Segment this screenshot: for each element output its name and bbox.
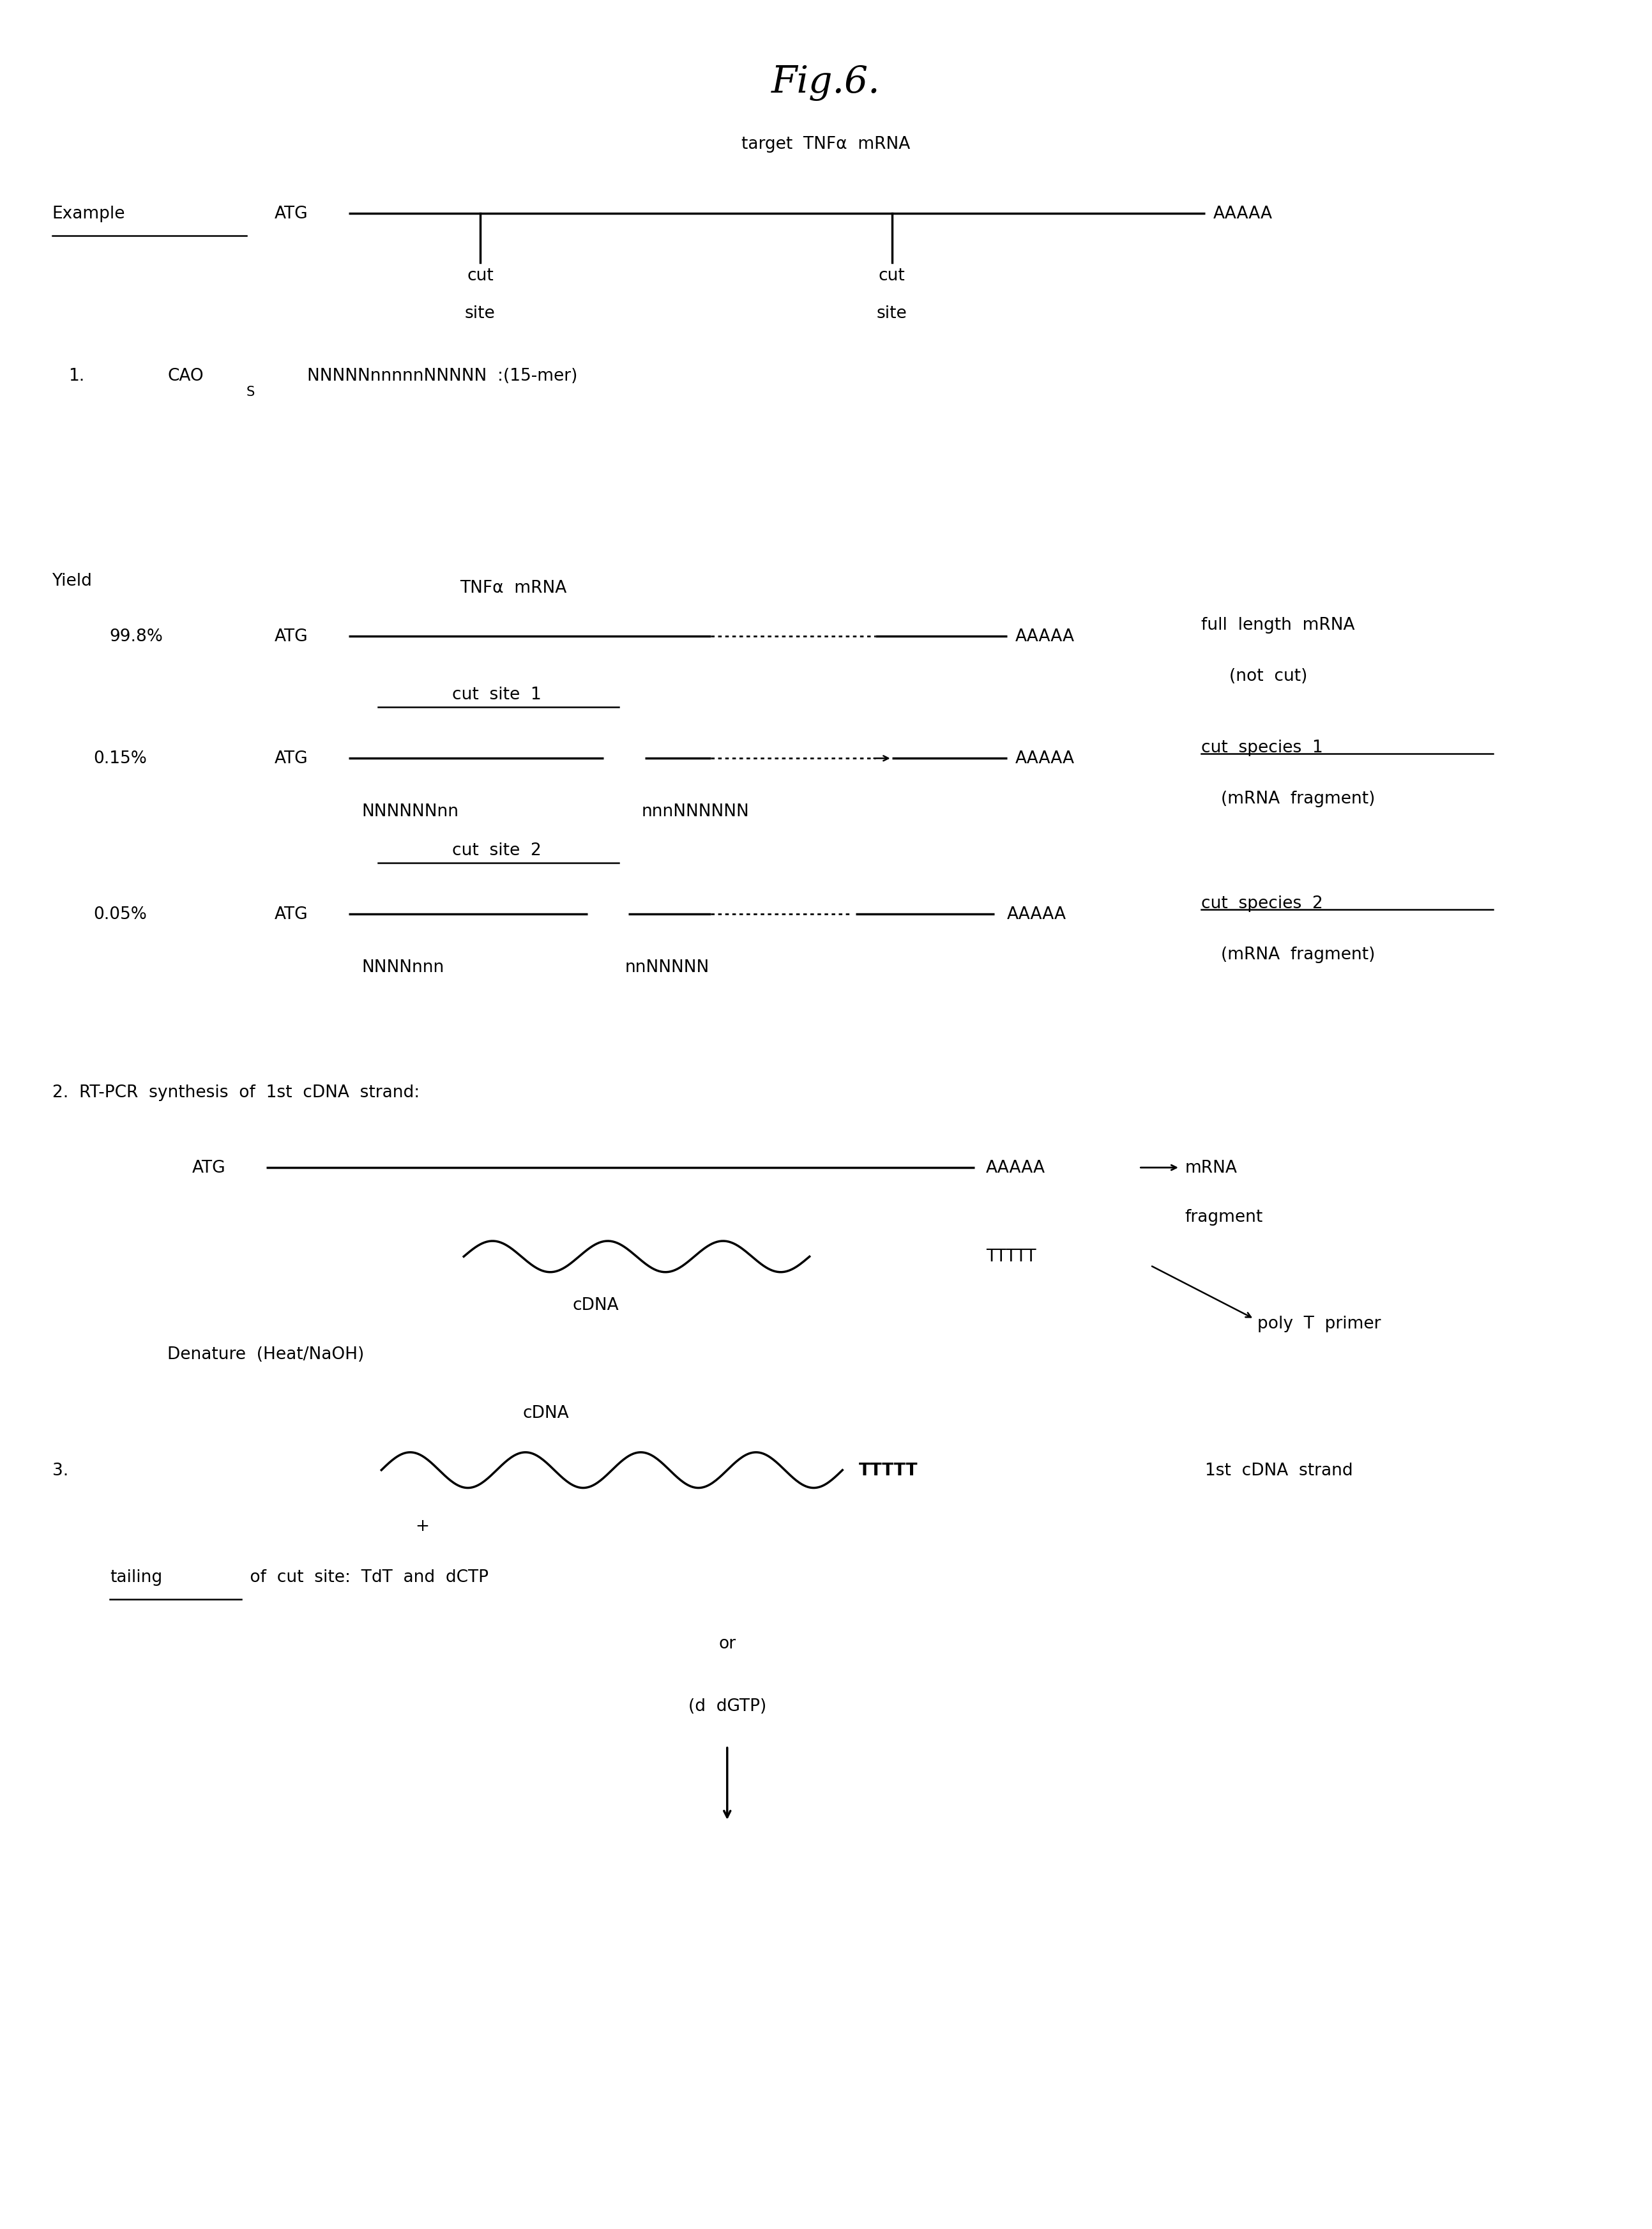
Text: Example: Example bbox=[53, 205, 126, 223]
Text: cut: cut bbox=[879, 267, 905, 283]
Text: cut  species  1: cut species 1 bbox=[1201, 740, 1323, 756]
Text: AAAAA: AAAAA bbox=[986, 1159, 1046, 1177]
Text: 3.: 3. bbox=[53, 1462, 68, 1478]
Text: (mRNA  fragment): (mRNA fragment) bbox=[1221, 791, 1376, 807]
Text: fragment: fragment bbox=[1184, 1208, 1264, 1226]
Text: of  cut  site:  TdT  and  dCTP: of cut site: TdT and dCTP bbox=[244, 1569, 489, 1585]
Text: 0.15%: 0.15% bbox=[93, 751, 147, 767]
Text: 99.8%: 99.8% bbox=[109, 629, 164, 644]
Text: site: site bbox=[464, 305, 496, 321]
Text: NNNNNnnnnnNNNNN  :(15-mer): NNNNNnnnnnNNNNN :(15-mer) bbox=[307, 368, 578, 386]
Text: cut  site  1: cut site 1 bbox=[453, 687, 542, 702]
Text: AAAAA: AAAAA bbox=[1213, 205, 1272, 223]
Text: target  TNFα  mRNA: target TNFα mRNA bbox=[742, 136, 910, 152]
Text: (not  cut): (not cut) bbox=[1229, 669, 1308, 684]
Text: mRNA: mRNA bbox=[1184, 1159, 1237, 1177]
Text: (mRNA  fragment): (mRNA fragment) bbox=[1221, 945, 1376, 963]
Text: 0.05%: 0.05% bbox=[93, 905, 147, 923]
Text: (d  dGTP): (d dGTP) bbox=[689, 1698, 767, 1714]
Text: cDNA: cDNA bbox=[524, 1404, 570, 1422]
Text: CAO: CAO bbox=[167, 368, 203, 386]
Text: 1st  cDNA  strand: 1st cDNA strand bbox=[1204, 1462, 1353, 1478]
Text: or: or bbox=[719, 1636, 735, 1652]
Text: Yield: Yield bbox=[53, 573, 93, 588]
Text: NNNNnnn: NNNNnnn bbox=[362, 958, 444, 976]
Text: AAAAA: AAAAA bbox=[1016, 629, 1075, 644]
Text: tailing: tailing bbox=[109, 1569, 162, 1585]
Text: Fig.6.: Fig.6. bbox=[771, 65, 881, 100]
Text: cDNA: cDNA bbox=[572, 1297, 618, 1313]
Text: ATG: ATG bbox=[274, 205, 307, 223]
Text: cut  species  2: cut species 2 bbox=[1201, 896, 1323, 912]
Text: poly  T  primer: poly T primer bbox=[1257, 1315, 1381, 1331]
Text: site: site bbox=[877, 305, 907, 321]
Text: ATG: ATG bbox=[192, 1159, 226, 1177]
Text: 1.: 1. bbox=[68, 368, 84, 386]
Text: Denature  (Heat/NaOH): Denature (Heat/NaOH) bbox=[167, 1346, 363, 1362]
Text: ATG: ATG bbox=[274, 905, 307, 923]
Text: ATG: ATG bbox=[274, 629, 307, 644]
Text: S: S bbox=[246, 386, 254, 399]
Text: nnNNNNN: nnNNNNN bbox=[624, 958, 710, 976]
Text: +: + bbox=[416, 1518, 430, 1534]
Text: cut  site  2: cut site 2 bbox=[453, 843, 542, 858]
Text: cut: cut bbox=[468, 267, 494, 283]
Text: ATG: ATG bbox=[274, 751, 307, 767]
Text: TTTTT: TTTTT bbox=[859, 1462, 919, 1478]
Text: full  length  mRNA: full length mRNA bbox=[1201, 617, 1355, 633]
Text: AAAAA: AAAAA bbox=[1008, 905, 1067, 923]
Text: NNNNNNnn: NNNNNNnn bbox=[362, 802, 459, 820]
Text: TNFα  mRNA: TNFα mRNA bbox=[459, 580, 567, 597]
Text: TTTTT: TTTTT bbox=[986, 1248, 1036, 1266]
Text: nnnNNNNNN: nnnNNNNNN bbox=[641, 802, 750, 820]
Text: AAAAA: AAAAA bbox=[1016, 751, 1075, 767]
Text: 2.  RT-PCR  synthesis  of  1st  cDNA  strand:: 2. RT-PCR synthesis of 1st cDNA strand: bbox=[53, 1083, 420, 1101]
